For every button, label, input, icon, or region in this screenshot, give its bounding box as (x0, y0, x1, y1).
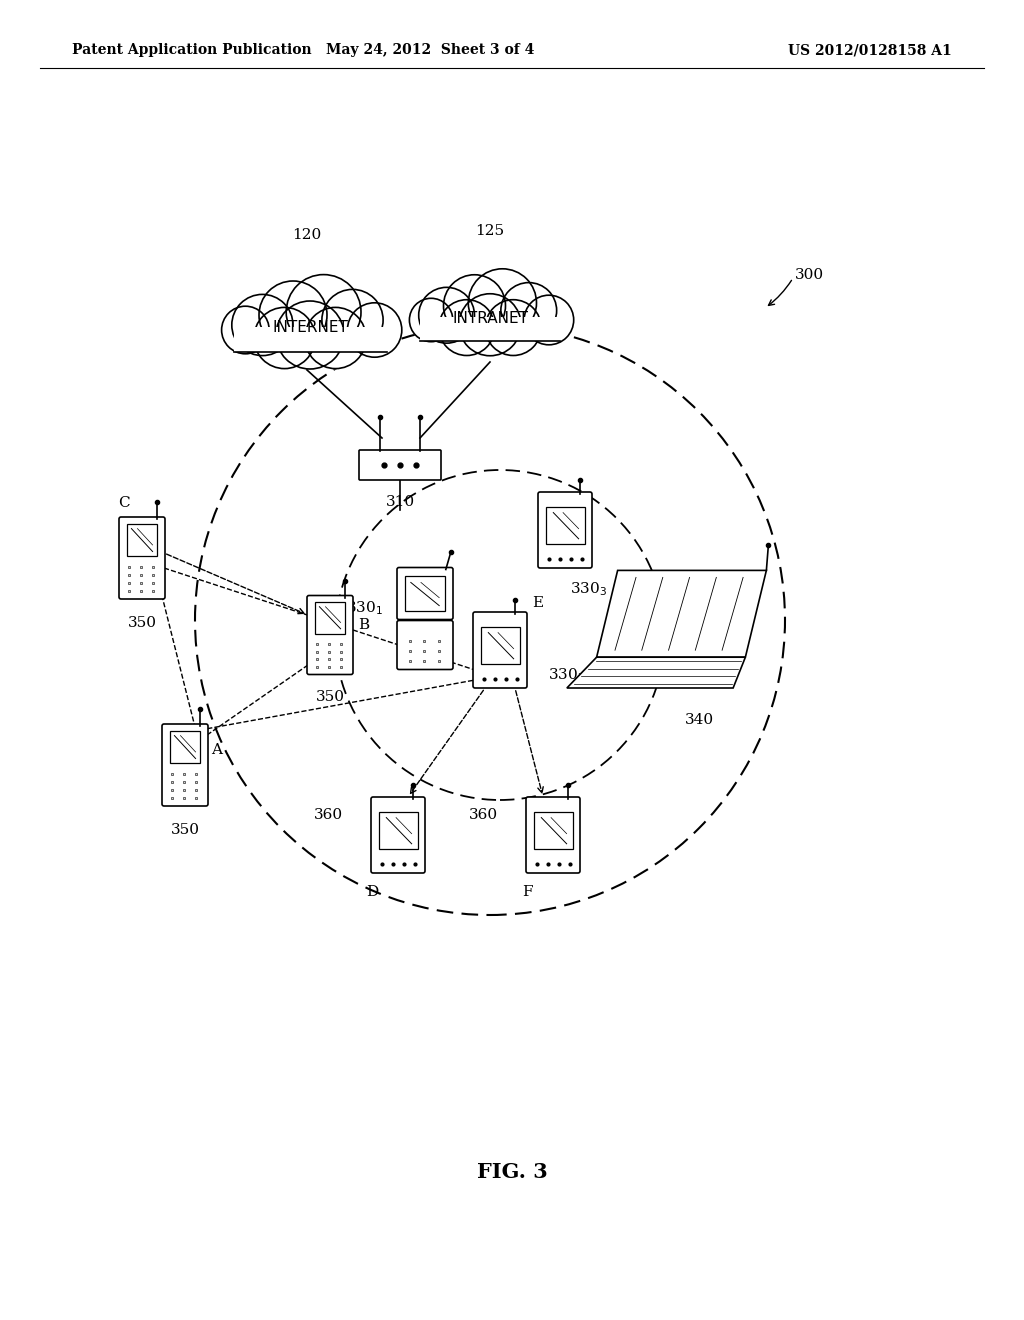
Bar (534, 812, 572, 849)
Circle shape (221, 306, 269, 354)
Circle shape (524, 296, 573, 345)
Circle shape (419, 288, 474, 343)
Circle shape (347, 302, 401, 358)
Text: May 24, 2012  Sheet 3 of 4: May 24, 2012 Sheet 3 of 4 (326, 44, 535, 57)
Text: 330$_3$: 330$_3$ (570, 579, 607, 598)
Text: F: F (522, 884, 534, 899)
Text: 120: 120 (293, 228, 322, 242)
Circle shape (254, 308, 315, 368)
Text: 350: 350 (171, 822, 200, 837)
Bar (480, 627, 519, 664)
Text: 360: 360 (416, 623, 445, 638)
Circle shape (322, 289, 383, 351)
Text: 360: 360 (469, 808, 498, 822)
FancyBboxPatch shape (526, 797, 580, 873)
Circle shape (276, 301, 344, 370)
FancyBboxPatch shape (307, 595, 353, 675)
FancyBboxPatch shape (538, 492, 592, 568)
Text: D: D (366, 884, 378, 899)
Circle shape (459, 294, 521, 356)
Text: 310: 310 (385, 495, 415, 510)
Bar (379, 812, 418, 849)
Text: C: C (119, 496, 130, 510)
Polygon shape (597, 570, 766, 657)
Text: E: E (532, 597, 543, 610)
Bar (420, 317, 560, 341)
Text: 330$_1$: 330$_1$ (346, 599, 383, 616)
FancyBboxPatch shape (397, 568, 453, 619)
FancyBboxPatch shape (473, 612, 527, 688)
FancyBboxPatch shape (162, 723, 208, 807)
Circle shape (410, 298, 453, 342)
Text: US 2012/0128158 A1: US 2012/0128158 A1 (788, 44, 952, 57)
Circle shape (485, 300, 541, 355)
Text: 340: 340 (685, 713, 714, 727)
Text: 350: 350 (128, 616, 157, 630)
Circle shape (259, 281, 327, 348)
Circle shape (443, 275, 506, 337)
Circle shape (305, 308, 367, 368)
Bar (546, 507, 585, 544)
Text: FIG. 3: FIG. 3 (476, 1162, 548, 1181)
Circle shape (439, 300, 495, 355)
Circle shape (231, 294, 293, 355)
Bar (404, 577, 445, 611)
Text: INTERNET: INTERNET (272, 321, 348, 335)
Text: Patent Application Publication: Patent Application Publication (72, 44, 311, 57)
Bar (170, 731, 200, 763)
FancyBboxPatch shape (397, 620, 453, 669)
Text: 350: 350 (315, 690, 344, 704)
Bar (127, 524, 157, 557)
Text: 125: 125 (475, 224, 505, 238)
Circle shape (286, 275, 361, 350)
Text: 360: 360 (314, 808, 343, 822)
Text: 300: 300 (795, 268, 824, 282)
Text: INTRANET: INTRANET (452, 310, 528, 326)
Circle shape (468, 269, 537, 337)
Bar (233, 327, 386, 352)
Bar (315, 602, 345, 634)
Text: 330$_2$: 330$_2$ (548, 667, 585, 684)
FancyBboxPatch shape (371, 797, 425, 873)
Text: B: B (358, 618, 369, 632)
Polygon shape (567, 657, 745, 688)
Text: A: A (211, 743, 222, 756)
FancyBboxPatch shape (359, 450, 441, 480)
FancyBboxPatch shape (119, 517, 165, 599)
Circle shape (501, 282, 557, 338)
